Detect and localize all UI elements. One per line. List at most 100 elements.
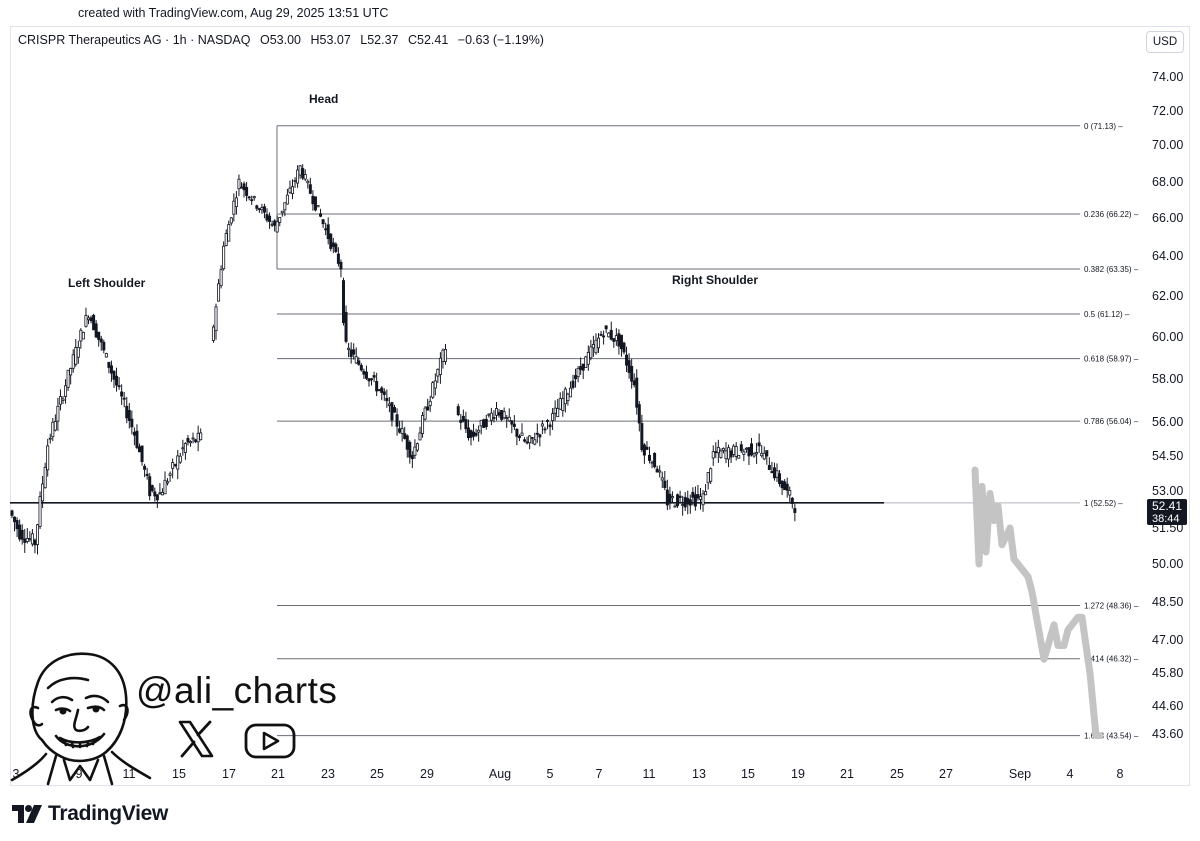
currency-button[interactable]: USD xyxy=(1146,31,1184,53)
candle-body xyxy=(382,391,386,395)
candle-body xyxy=(71,354,75,369)
x-tick-label: 13 xyxy=(692,767,706,781)
candle-body xyxy=(760,452,764,457)
candle-body xyxy=(410,455,414,460)
candle-body xyxy=(280,210,284,214)
candle-body xyxy=(612,338,616,342)
x-tick-label: 3 xyxy=(13,767,20,781)
candle-body xyxy=(303,174,307,180)
candle-body xyxy=(670,496,674,499)
candle-body xyxy=(385,397,389,402)
candle-body xyxy=(237,178,241,190)
x-logo-icon[interactable] xyxy=(176,720,216,758)
y-tick-label: 72.00 xyxy=(1152,104,1183,118)
candle-body xyxy=(250,199,254,202)
candle-body xyxy=(341,280,345,324)
candle-body xyxy=(507,416,511,422)
x-tick-label: 21 xyxy=(271,767,285,781)
candle-body xyxy=(339,261,343,270)
candle-body xyxy=(92,314,96,331)
candle-body xyxy=(744,447,748,450)
candle-body xyxy=(767,465,771,470)
candle-body xyxy=(160,491,164,496)
candle-body xyxy=(512,423,516,427)
x-tick-label: 8 xyxy=(1117,767,1124,781)
created-caption: created with TradingView.com, Aug 29, 20… xyxy=(78,6,389,20)
candle-body xyxy=(245,186,249,196)
price-tag: 52.41 38:44 xyxy=(1147,499,1187,525)
candle-body xyxy=(678,495,682,498)
candle-body xyxy=(107,361,111,368)
candle-body xyxy=(525,441,529,444)
candle-body xyxy=(663,480,667,488)
x-tick-label: 19 xyxy=(791,767,805,781)
candle-body xyxy=(181,447,185,450)
candle-body xyxy=(321,219,325,225)
candle-body xyxy=(130,418,134,428)
candle-body xyxy=(239,186,243,189)
time-axis: 3 9 11 15 17 21 23 25 29 Aug 5 7 11 13 15 19 21 25 27 Sep 4 8 xyxy=(13,767,1124,781)
projection-path xyxy=(971,466,1104,740)
candle-body xyxy=(523,439,527,442)
candle-body xyxy=(737,454,741,459)
candle-body xyxy=(747,447,751,457)
candle-body xyxy=(99,338,103,343)
candle-body xyxy=(199,432,203,441)
candle-body xyxy=(709,468,713,482)
candle-body xyxy=(359,365,363,371)
candle-body xyxy=(257,208,261,211)
candle-body xyxy=(778,473,782,484)
candle-body xyxy=(688,499,692,506)
fib-level-label: 1 (52.52) – xyxy=(1084,499,1123,508)
candle-body xyxy=(566,393,570,402)
candle-body xyxy=(785,483,789,491)
symbol-name[interactable]: CRISPR Therapeutics AG · 1h · NASDAQ xyxy=(18,33,251,47)
candle-body xyxy=(762,452,766,460)
candle-body xyxy=(693,494,697,507)
y-tick-label: 53.00 xyxy=(1152,484,1183,498)
candle-body xyxy=(469,430,473,438)
candle-body xyxy=(502,411,506,419)
candle-body xyxy=(357,360,361,365)
x-tick-label: 4 xyxy=(1067,767,1074,781)
candle-body xyxy=(87,317,91,321)
candle-body xyxy=(658,470,662,473)
candle-body xyxy=(132,431,136,436)
candle-body xyxy=(97,331,101,340)
candle-body xyxy=(721,448,725,451)
candle-body xyxy=(673,505,677,508)
candle-body xyxy=(538,434,542,438)
candle-body xyxy=(461,415,465,422)
x-tick-label: 11 xyxy=(123,767,136,781)
tradingview-logo[interactable]: TradingView xyxy=(12,802,168,826)
candle-body xyxy=(438,357,442,375)
candle-body xyxy=(58,396,62,405)
candle-body xyxy=(757,442,761,447)
candle-body xyxy=(632,380,636,386)
author-handle[interactable]: @ali_charts xyxy=(136,670,338,711)
candle-body xyxy=(56,405,60,422)
candle-body xyxy=(494,408,498,416)
candle-body xyxy=(64,385,68,397)
x-tick-label: 21 xyxy=(840,767,854,781)
candle-body xyxy=(364,371,368,379)
candle-body xyxy=(403,433,407,439)
candle-body xyxy=(561,398,565,411)
candle-body xyxy=(362,370,366,375)
candle-body xyxy=(319,213,323,217)
candle-body xyxy=(691,491,695,498)
candle-body xyxy=(563,388,567,405)
candle-body xyxy=(604,325,608,330)
y-tick-label: 45.80 xyxy=(1152,666,1183,680)
youtube-icon[interactable] xyxy=(244,722,296,760)
candle-body xyxy=(625,354,629,366)
candle-body xyxy=(533,439,537,445)
x-tick-label: 11 xyxy=(643,767,656,781)
candle-body xyxy=(329,233,333,249)
candle-body xyxy=(370,378,374,381)
candle-body xyxy=(436,368,440,377)
right-shoulder-label: Right Shoulder xyxy=(672,273,758,287)
price-tag-countdown: 38:44 xyxy=(1152,513,1180,525)
price-tag-value: 52.41 xyxy=(1152,499,1182,513)
